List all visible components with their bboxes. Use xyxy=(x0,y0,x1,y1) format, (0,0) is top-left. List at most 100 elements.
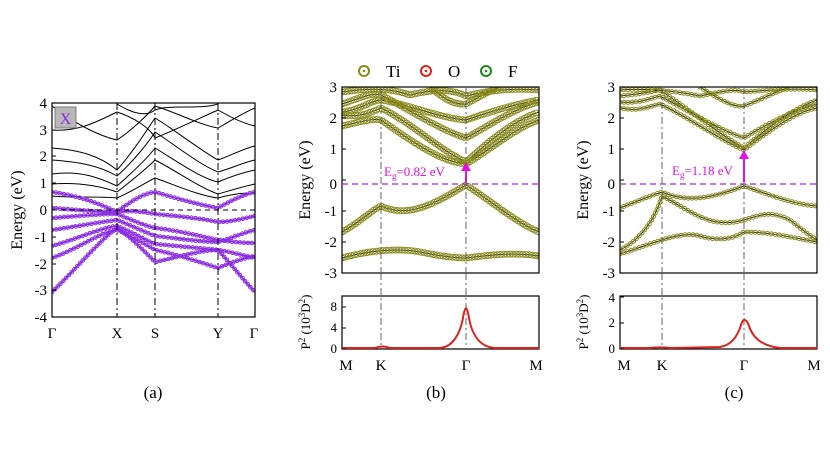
gap-label-c: Eg=1.18 eV xyxy=(672,163,734,180)
k-lines-c xyxy=(661,87,745,273)
projection-marker xyxy=(147,224,152,229)
projection-marker xyxy=(147,244,153,250)
ytick-labels-c: 3 2 1 0 -1 -2 -3 xyxy=(603,80,616,282)
projection-marker xyxy=(91,246,97,252)
projection-marker xyxy=(134,196,139,201)
xtick-label: K xyxy=(657,358,668,374)
projection-marker xyxy=(757,135,762,141)
projection-marker xyxy=(248,284,253,290)
projection-marker xyxy=(412,105,420,113)
projection-marker xyxy=(133,236,139,242)
ytick-label: 3 xyxy=(40,123,48,139)
projection-marker xyxy=(342,100,346,108)
projection-marker xyxy=(396,100,404,108)
projection-marker xyxy=(760,133,766,139)
projection-marker xyxy=(381,97,389,105)
ytick-label: -1 xyxy=(325,204,338,220)
projection-marker xyxy=(389,87,397,95)
projection-marker xyxy=(177,253,183,259)
projection-marker xyxy=(63,275,69,281)
projection-marker xyxy=(69,193,74,198)
projection-marker xyxy=(486,108,494,116)
projection-marker xyxy=(74,264,80,269)
projection-marker xyxy=(750,140,756,146)
projection-marker xyxy=(744,145,750,151)
projection-marker xyxy=(534,87,539,94)
xtick-label: Γ xyxy=(462,358,471,374)
projection-marker xyxy=(514,101,522,108)
projection-marker xyxy=(531,87,539,94)
projection-marker xyxy=(228,218,234,224)
projection-marker xyxy=(89,221,94,227)
projection-marker xyxy=(149,232,155,238)
projection-marker xyxy=(187,199,193,205)
projection-marker xyxy=(135,226,140,231)
projection-marker xyxy=(495,106,503,113)
projection-marker xyxy=(81,222,86,228)
projection-marker xyxy=(130,234,135,240)
ytick-label: 3 xyxy=(330,80,338,96)
projection-marker xyxy=(77,261,83,266)
caption-b: (b) xyxy=(426,383,446,402)
projection-marker xyxy=(224,257,230,263)
projection-marker xyxy=(642,227,648,233)
projection-marker xyxy=(507,102,515,110)
projection-marker xyxy=(120,205,126,210)
ti-projection-markers-c xyxy=(620,87,817,257)
projection-marker xyxy=(82,240,87,246)
projection-marker xyxy=(76,235,81,240)
projection-marker xyxy=(644,224,650,230)
p2-curve-b xyxy=(342,307,539,349)
projection-marker xyxy=(55,284,61,289)
projection-marker xyxy=(135,220,141,225)
p2-ytick-label: 2 xyxy=(609,315,616,330)
projection-marker xyxy=(455,89,463,97)
projection-marker xyxy=(702,119,708,125)
projection-marker xyxy=(504,103,512,111)
p2-frame-b xyxy=(341,295,540,350)
projection-marker xyxy=(71,246,77,251)
projection-marker xyxy=(68,247,73,253)
ytick-label: -3 xyxy=(603,266,616,282)
projection-marker xyxy=(130,198,136,203)
projection-marker xyxy=(630,238,636,244)
projection-marker xyxy=(474,112,482,120)
projection-marker xyxy=(103,204,109,210)
p2-ytick-labels-b: 0 4 8 xyxy=(331,299,338,356)
projection-marker xyxy=(353,95,361,103)
projection-marker xyxy=(446,114,454,122)
projection-marker xyxy=(148,255,153,260)
projection-marker xyxy=(411,90,419,98)
projection-marker xyxy=(89,237,95,242)
projection-marker xyxy=(532,96,539,104)
projection-marker xyxy=(140,240,146,246)
projection-marker xyxy=(102,235,108,241)
projection-marker xyxy=(704,88,710,94)
projection-marker xyxy=(64,249,70,255)
projection-marker xyxy=(454,131,462,139)
projection-marker xyxy=(342,99,349,107)
projection-marker xyxy=(189,257,195,262)
projection-marker xyxy=(197,259,202,265)
projection-marker xyxy=(492,106,500,114)
projection-marker xyxy=(124,215,130,221)
projection-marker xyxy=(247,229,253,234)
projection-marker xyxy=(722,133,728,139)
projection-marker xyxy=(143,223,148,228)
projection-marker xyxy=(430,110,438,118)
projection-marker xyxy=(97,241,102,246)
projection-marker xyxy=(144,242,149,248)
projection-marker xyxy=(398,89,406,97)
projection-marker xyxy=(200,260,206,266)
panel-c: Eg=1.18 eV 3 2 1 0 -1 -2 -3 Energy (eV) xyxy=(575,80,821,402)
projection-marker xyxy=(222,202,227,207)
projection-marker xyxy=(123,231,128,236)
projection-marker xyxy=(347,120,355,128)
projection-marker xyxy=(221,238,226,243)
legend-label-f: F xyxy=(508,62,517,81)
projection-marker xyxy=(419,203,426,211)
projection-marker xyxy=(121,214,126,219)
ylabel-energy-b: Energy (eV) xyxy=(297,140,314,219)
projection-marker xyxy=(452,88,460,96)
projection-marker xyxy=(234,258,240,264)
